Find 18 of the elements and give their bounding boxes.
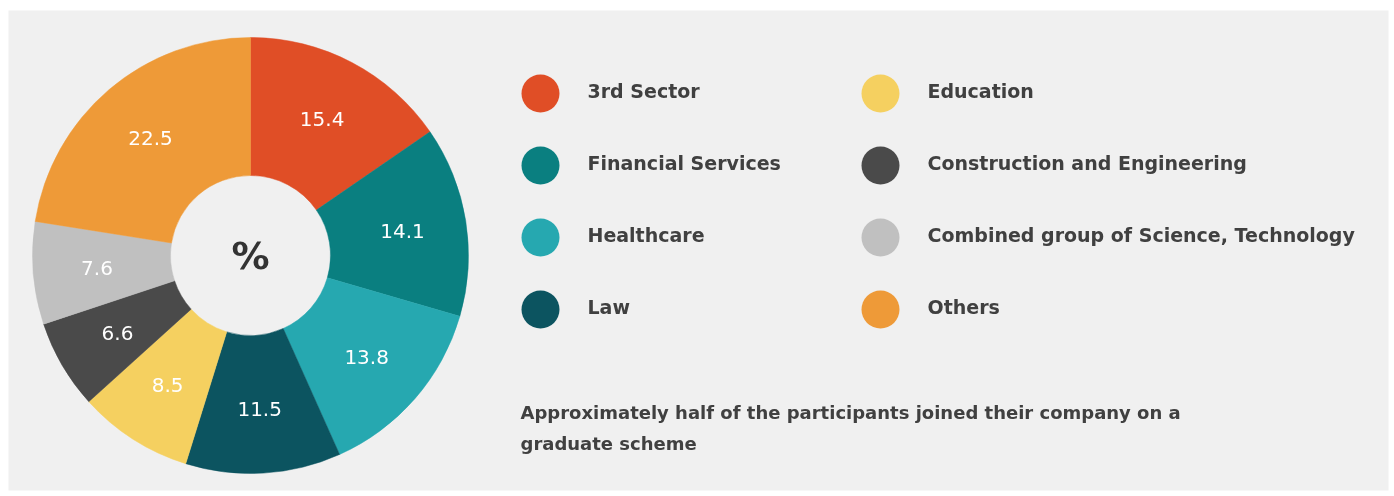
legend-label: Combined group of Science, Technology xyxy=(927,223,1356,246)
legend-label: Others xyxy=(927,295,1000,318)
text: Approximately half of the participants joined their company on a graduate scheme xyxy=(520,402,1181,454)
data-label: 11.5 xyxy=(237,397,282,422)
legend-label: 3rd Sector xyxy=(587,79,701,102)
legend-label: Financial Services xyxy=(587,151,781,174)
data-label: 13.8 xyxy=(344,344,389,369)
legend-label: Law xyxy=(587,295,630,318)
data-label: 6.6 xyxy=(101,321,134,346)
legend-label: Education xyxy=(927,79,1034,102)
data-label: 8.5 xyxy=(151,373,184,398)
legend-label: Construction and Engineering xyxy=(927,151,1247,174)
data-label: 15.4 xyxy=(299,107,345,132)
legend-label: Healthcare xyxy=(587,223,705,246)
data-label: 14.1 xyxy=(380,218,425,243)
text: % xyxy=(231,233,270,278)
data-label: 22.5 xyxy=(128,126,173,151)
data-label: 7.6 xyxy=(81,256,113,281)
